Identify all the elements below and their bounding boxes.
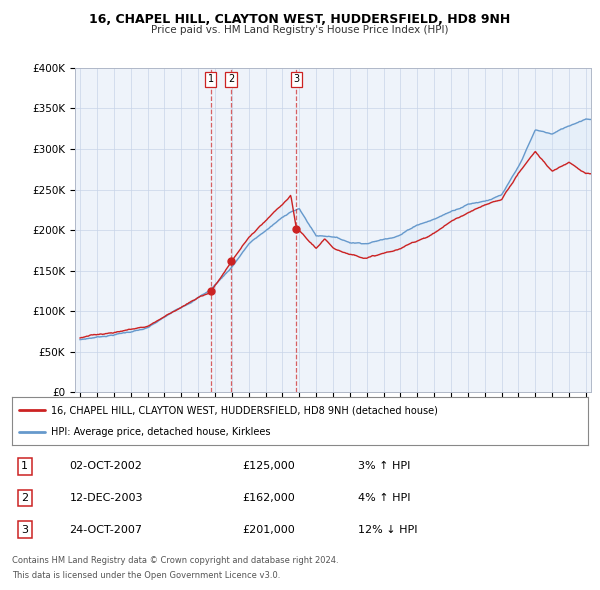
Text: 24-OCT-2007: 24-OCT-2007 — [70, 525, 143, 535]
Text: Contains HM Land Registry data © Crown copyright and database right 2024.: Contains HM Land Registry data © Crown c… — [12, 556, 338, 565]
Text: 1: 1 — [208, 74, 214, 84]
Text: 16, CHAPEL HILL, CLAYTON WEST, HUDDERSFIELD, HD8 9NH (detached house): 16, CHAPEL HILL, CLAYTON WEST, HUDDERSFI… — [51, 405, 438, 415]
Text: 12% ↓ HPI: 12% ↓ HPI — [358, 525, 417, 535]
Text: 2: 2 — [21, 493, 28, 503]
Text: 02-OCT-2002: 02-OCT-2002 — [70, 461, 142, 471]
Text: £201,000: £201,000 — [242, 525, 295, 535]
Text: HPI: Average price, detached house, Kirklees: HPI: Average price, detached house, Kirk… — [51, 427, 271, 437]
Text: 3% ↑ HPI: 3% ↑ HPI — [358, 461, 410, 471]
Text: 4% ↑ HPI: 4% ↑ HPI — [358, 493, 410, 503]
Text: £162,000: £162,000 — [242, 493, 295, 503]
Text: 3: 3 — [293, 74, 299, 84]
Text: £125,000: £125,000 — [242, 461, 295, 471]
Text: This data is licensed under the Open Government Licence v3.0.: This data is licensed under the Open Gov… — [12, 571, 280, 580]
Text: Price paid vs. HM Land Registry's House Price Index (HPI): Price paid vs. HM Land Registry's House … — [151, 25, 449, 35]
Text: 1: 1 — [21, 461, 28, 471]
Text: 12-DEC-2003: 12-DEC-2003 — [70, 493, 143, 503]
Text: 16, CHAPEL HILL, CLAYTON WEST, HUDDERSFIELD, HD8 9NH: 16, CHAPEL HILL, CLAYTON WEST, HUDDERSFI… — [89, 13, 511, 26]
Text: 3: 3 — [21, 525, 28, 535]
Text: 2: 2 — [228, 74, 234, 84]
